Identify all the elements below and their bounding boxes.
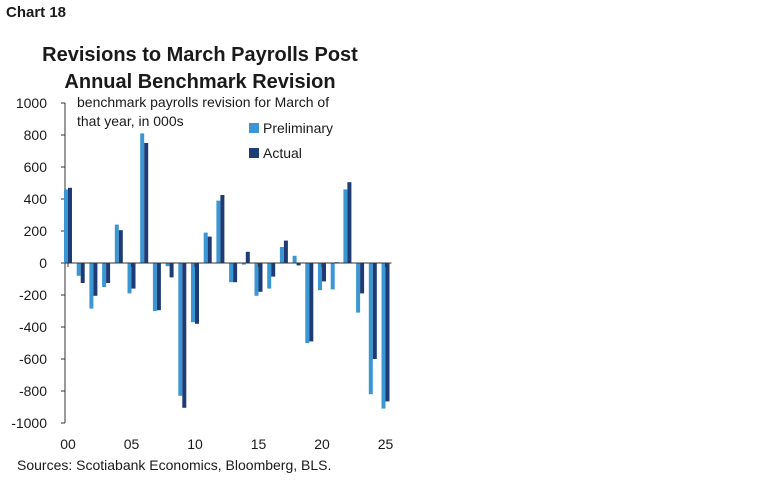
bar-actual-00: [68, 187, 72, 263]
bar-preliminary-05: [127, 263, 132, 294]
y-tick-label: -800: [19, 383, 47, 399]
bar-actual-18: [296, 263, 301, 266]
y-tick-label: 800: [24, 127, 48, 143]
y-tick-label: -600: [19, 351, 47, 367]
bar-actual-15: [258, 263, 263, 292]
chart-title-line-1: Revisions to March Payrolls Post: [42, 44, 358, 66]
bar-preliminary-18: [292, 255, 297, 263]
bar-preliminary-15: [254, 263, 259, 296]
bar-preliminary-02: [89, 263, 94, 309]
bar-actual-13: [233, 263, 238, 283]
bar-actual-10: [195, 263, 199, 324]
bar-actual-24: [372, 263, 377, 359]
x-tick-label: 05: [124, 436, 140, 452]
chart-title-line-2: Annual Benchmark Revision: [64, 71, 336, 93]
source-note: Sources: Scotiabank Economics, Bloomberg…: [17, 457, 332, 473]
bar-preliminary-13: [229, 263, 234, 283]
x-axis: 00 05 10 15 20 25: [60, 262, 394, 452]
y-axis: 1000 800 600 400 200 0 -200 -400 -600 -800 -1000: [11, 95, 66, 431]
bar-actual-05: [131, 263, 136, 289]
y-tick-label: -1000: [11, 415, 47, 431]
bar-actual-16: [271, 263, 276, 277]
bar-actual-12: [220, 195, 225, 263]
y-tick-label: 400: [24, 191, 48, 207]
bar-preliminary-17: [279, 247, 284, 263]
bar-preliminary-12: [216, 200, 221, 263]
chart-title: Revisions to March Payrolls Post Annual …: [20, 42, 380, 96]
legend-label-actual: Actual: [263, 145, 302, 161]
y-tick-label: 600: [24, 159, 48, 175]
bar-actual-06: [144, 143, 149, 263]
bar-preliminary-16: [267, 263, 272, 289]
legend: Preliminary Actual: [249, 120, 333, 161]
bar-preliminary-04: [114, 224, 119, 263]
bar-preliminary-11: [203, 232, 208, 263]
y-axis-label-line: that year, in 000s: [77, 113, 184, 129]
bar-preliminary-07: [152, 263, 157, 311]
legend-swatch-preliminary: [249, 123, 259, 133]
bar-actual-14: [245, 251, 250, 263]
y-tick-label: 1000: [16, 95, 47, 111]
chart-number-label: Chart 18: [6, 4, 67, 21]
bar-preliminary-24: [368, 263, 373, 395]
bar-actual-22: [347, 182, 352, 263]
bar-actual-07: [156, 263, 161, 311]
y-axis-label-line: benchmark payrolls revision for March of: [77, 94, 329, 110]
bar-actual-20: [322, 263, 326, 282]
x-tick-label: 00: [60, 436, 76, 452]
bar-preliminary-00: [64, 189, 68, 263]
bar-preliminary-20: [318, 263, 322, 291]
bar-actual-19: [309, 263, 314, 342]
x-tick-label: 10: [187, 436, 203, 452]
bar-actual-01: [80, 263, 85, 283]
x-tick-label: 15: [251, 436, 267, 452]
bar-actual-17: [283, 240, 288, 263]
x-tick-label: 25: [378, 436, 394, 452]
bar-preliminary-10: [191, 263, 195, 323]
bar-preliminary-08: [165, 263, 170, 267]
bar-actual-08: [169, 263, 174, 278]
bar-preliminary-23: [356, 263, 361, 313]
bar-preliminary-09: [178, 263, 183, 396]
bar-preliminary-21: [330, 263, 335, 290]
bar-preliminary-01: [76, 263, 81, 276]
legend-swatch-actual: [249, 148, 259, 158]
bar-actual-09: [182, 263, 187, 408]
bar-actual-11: [207, 236, 212, 263]
bar-actual-02: [93, 263, 98, 296]
bar-preliminary-25: [381, 263, 386, 409]
y-tick-label: -400: [19, 319, 47, 335]
bar-actual-25: [385, 263, 390, 402]
bar-preliminary-22: [343, 189, 348, 263]
bar-preliminary-19: [305, 263, 310, 343]
y-axis-label: benchmark payrolls revision for March of…: [77, 94, 329, 129]
bar-actual-04: [118, 230, 123, 263]
y-tick-label: -200: [19, 287, 47, 303]
bar-preliminary-06: [140, 133, 145, 263]
bar-actual-23: [360, 263, 365, 294]
bar-preliminary-03: [102, 263, 107, 287]
y-tick-label: 0: [39, 255, 47, 271]
legend-label-preliminary: Preliminary: [263, 120, 333, 136]
y-tick-label: 200: [24, 223, 48, 239]
bars-group: [64, 133, 390, 409]
x-tick-label: 20: [314, 436, 330, 452]
bar-actual-03: [106, 263, 111, 283]
bar-preliminary-14: [241, 263, 246, 265]
